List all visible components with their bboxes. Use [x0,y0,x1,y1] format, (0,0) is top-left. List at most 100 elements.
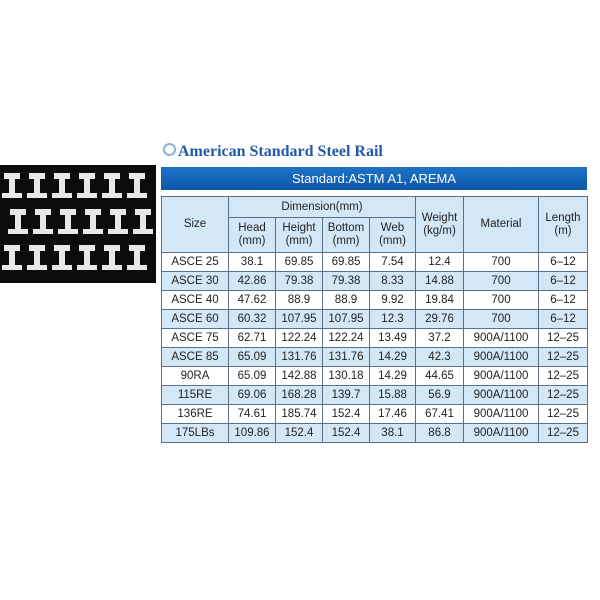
cell-size: ASCE 85 [161,347,229,367]
header-length: Length (m) [538,196,588,253]
rail-profile-shape [133,209,153,234]
cell-weight: 29.76 [415,309,464,329]
cell-material: 700 [463,252,539,272]
cell-web: 13.49 [369,328,416,348]
cell-head: 65.09 [228,347,276,367]
table-row: ASCE 25 38.1 69.85 69.85 7.54 12.4 700 6–12 [161,252,588,272]
cell-web: 17.46 [369,404,416,424]
rail-profile-shape [102,245,122,270]
header-weight: Weight (kg/m) [415,196,464,253]
table-row: ASCE 60 60.32 107.95 107.95 12.3 29.76 700 6–12 [161,309,588,329]
cell-bottom: 152.4 [322,423,370,443]
header-head: Head (mm) [228,217,276,253]
header-dimension: Dimension(mm) [228,196,416,218]
rail-profile-shape [77,173,97,198]
steel-rail-photo [0,165,156,283]
cell-height: 88.9 [275,290,323,310]
cell-height: 142.88 [275,366,323,386]
cell-head: 69.06 [228,385,276,405]
cell-height: 107.95 [275,309,323,329]
cell-head: 62.71 [228,328,276,348]
cell-height: 131.76 [275,347,323,367]
rail-profile-shape [8,209,28,234]
rail-profile-shape [83,209,103,234]
cell-height: 122.24 [275,328,323,348]
cell-material: 900A/1100 [463,385,539,405]
cell-bottom: 130.18 [322,366,370,386]
cell-length: 12–25 [538,347,588,367]
standard-banner: Standard:ASTM A1, AREMA [161,167,587,190]
cell-height: 168.28 [275,385,323,405]
rail-profile-shape [2,245,22,270]
cell-height: 152.4 [275,423,323,443]
cell-bottom: 139.7 [322,385,370,405]
cell-size: 136RE [161,404,229,424]
cell-web: 7.54 [369,252,416,272]
rail-profile-shape [102,173,122,198]
cell-web: 38.1 [369,423,416,443]
cell-bottom: 69.85 [322,252,370,272]
table-row: 90RA 65.09 142.88 130.18 14.29 44.65 900A/1100… [161,366,588,386]
cell-size: ASCE 40 [161,290,229,310]
cell-material: 900A/1100 [463,423,539,443]
circle-bullet-icon [163,143,176,156]
rail-profile-shape [2,173,22,198]
rail-spec-table: Size Dimension(mm) Weight (kg/m) Material… [161,196,588,443]
cell-bottom: 88.9 [322,290,370,310]
cell-weight: 67.41 [415,404,464,424]
rail-profiles-image [2,173,153,270]
cell-weight: 37.2 [415,328,464,348]
cell-height: 79.38 [275,271,323,291]
cell-web: 9.92 [369,290,416,310]
cell-weight: 44.65 [415,366,464,386]
rail-profile-shape [127,245,147,270]
cell-length: 12–25 [538,366,588,386]
cell-size: ASCE 30 [161,271,229,291]
cell-size: ASCE 25 [161,252,229,272]
rail-profile-shape [58,209,78,234]
table-row: ASCE 75 62.71 122.24 122.24 13.49 37.2 900A/11… [161,328,588,348]
rail-profile-shape [52,245,72,270]
cell-size: ASCE 75 [161,328,229,348]
cell-length: 6–12 [538,309,588,329]
cell-weight: 56.9 [415,385,464,405]
cell-web: 15.88 [369,385,416,405]
cell-size: 115RE [161,385,229,405]
cell-head: 47.62 [228,290,276,310]
cell-weight: 14.88 [415,271,464,291]
cell-size: ASCE 60 [161,309,229,329]
cell-height: 185.74 [275,404,323,424]
title-text: American Standard Steel Rail [178,143,383,160]
cell-head: 38.1 [228,252,276,272]
rail-profile-shape [52,173,72,198]
cell-weight: 19.84 [415,290,464,310]
cell-length: 12–25 [538,404,588,424]
cell-material: 900A/1100 [463,366,539,386]
cell-head: 74.61 [228,404,276,424]
table-row: ASCE 40 47.62 88.9 88.9 9.92 19.84 700 6–12 [161,290,588,310]
rail-profile-shape [33,209,53,234]
header-web: Web (mm) [369,217,416,253]
cell-bottom: 122.24 [322,328,370,348]
cell-head: 42.86 [228,271,276,291]
cell-material: 900A/1100 [463,347,539,367]
rail-profile-shape [27,245,47,270]
rail-profile-shape [127,173,147,198]
table-row: 136RE 74.61 185.74 152.4 17.46 67.41 900A/1100… [161,404,588,424]
rail-profile-shape [108,209,128,234]
cell-size: 90RA [161,366,229,386]
rail-profile-shape [27,173,47,198]
table-row: ASCE 85 65.09 131.76 131.76 14.29 42.3 900A/11… [161,347,588,367]
cell-material: 700 [463,309,539,329]
cell-length: 12–25 [538,328,588,348]
cell-bottom: 152.4 [322,404,370,424]
cell-weight: 86.8 [415,423,464,443]
cell-length: 12–25 [538,423,588,443]
header-height: Height (mm) [275,217,323,253]
cell-height: 69.85 [275,252,323,272]
header-size: Size [161,196,229,253]
cell-length: 12–25 [538,385,588,405]
cell-material: 900A/1100 [463,404,539,424]
table-row: 175LBs 109.86 152.4 152.4 38.1 86.8 900A/1100 1… [161,423,588,443]
cell-head: 65.09 [228,366,276,386]
